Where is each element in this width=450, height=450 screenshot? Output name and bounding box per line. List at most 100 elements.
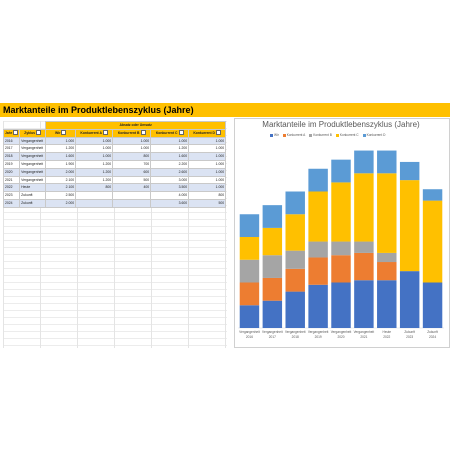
table-cell[interactable]: 2.000 [45, 198, 77, 208]
column-header[interactable]: Wir [45, 128, 77, 138]
table-cell[interactable]: 2.600 [150, 167, 190, 177]
bar-segment[interactable] [354, 280, 374, 328]
bar-segment[interactable] [285, 291, 305, 328]
table-cell[interactable]: 1.000 [45, 136, 77, 146]
column-header[interactable]: Konkurrent B [112, 128, 152, 138]
table-cell[interactable]: 2019 [2, 159, 21, 169]
bar-segment[interactable] [399, 161, 420, 181]
bar-segment[interactable] [331, 182, 351, 242]
table-cell[interactable]: 800 [188, 191, 227, 200]
table-cell[interactable]: 1.600 [45, 152, 77, 161]
bar-segment[interactable] [354, 252, 374, 281]
bar-segment[interactable] [399, 271, 420, 329]
table-cell[interactable]: 800 [112, 152, 152, 161]
table-cell[interactable]: 1.000 [112, 144, 152, 154]
column-header[interactable]: Zyklus [19, 128, 47, 138]
table-cell[interactable]: 2.500 [45, 191, 77, 200]
table-cell[interactable]: 1.000 [188, 159, 227, 169]
table-cell[interactable]: 1.000 [188, 144, 227, 154]
table-cell[interactable]: Heute [19, 183, 47, 193]
table-cell[interactable]: 2016 [2, 136, 21, 146]
table-cell[interactable] [75, 191, 114, 200]
bar-segment[interactable] [308, 191, 328, 242]
table-cell[interactable]: 1.000 [75, 152, 114, 161]
bar-segment[interactable] [377, 280, 397, 328]
table-cell[interactable]: 2020 [2, 167, 21, 177]
table-cell[interactable]: 1.000 [188, 175, 227, 185]
table-cell[interactable]: 2017 [2, 144, 21, 154]
bar-segment[interactable] [331, 159, 351, 183]
table-cell[interactable]: 1.000 [112, 136, 152, 146]
bar-segment[interactable] [377, 262, 397, 281]
bar-segment[interactable] [262, 227, 283, 256]
table-cell[interactable]: 1.200 [75, 159, 114, 169]
bar-segment[interactable] [331, 255, 351, 283]
column-header[interactable]: Jahr [2, 128, 21, 138]
table-cell[interactable]: 3.600 [150, 198, 190, 208]
bar-segment[interactable] [377, 173, 397, 253]
filter-dropdown-icon[interactable] [102, 130, 108, 136]
column-header[interactable]: Konkurrent C [150, 128, 190, 138]
table-cell[interactable]: 1.000 [188, 136, 227, 146]
table-cell[interactable]: Vergangenheit [19, 144, 47, 154]
table-cell[interactable]: 3.000 [150, 175, 190, 185]
table-cell[interactable]: 1.000 [75, 144, 114, 154]
filter-dropdown-icon[interactable] [36, 130, 42, 136]
table-cell[interactable]: Vergangenheit [19, 167, 47, 177]
bar-segment[interactable] [262, 205, 283, 228]
bar-segment[interactable] [262, 300, 283, 328]
bar-segment[interactable] [354, 173, 374, 242]
table-cell[interactable]: 1.200 [75, 175, 114, 185]
column-header[interactable]: Konkurrent D [188, 128, 227, 138]
table-cell[interactable]: 700 [112, 159, 152, 169]
table-cell[interactable]: Vergangenheit [19, 159, 47, 169]
bar-segment[interactable] [285, 214, 305, 251]
bar-segment[interactable] [308, 241, 328, 258]
bar-segment[interactable] [331, 241, 351, 256]
bar-segment[interactable] [377, 252, 397, 263]
bar-segment[interactable] [331, 282, 351, 329]
bar-segment[interactable] [308, 257, 328, 285]
table-cell[interactable]: Vergangenheit [19, 152, 47, 161]
filter-dropdown-icon[interactable] [216, 130, 221, 136]
table-cell[interactable]: 2018 [2, 152, 21, 161]
table-cell[interactable]: Vergangenheit [19, 136, 47, 146]
bar-segment[interactable] [354, 241, 374, 253]
bar-segment[interactable] [308, 168, 328, 192]
bar-segment[interactable] [422, 282, 443, 329]
bar-segment[interactable] [239, 214, 260, 237]
bar-segment[interactable] [377, 150, 397, 174]
table-cell[interactable]: 600 [112, 167, 152, 177]
table-cell[interactable]: 1.600 [150, 152, 190, 161]
table-cell[interactable]: 500 [188, 198, 227, 208]
table-cell[interactable]: 1.000 [75, 136, 114, 146]
table-cell[interactable]: 1.000 [188, 167, 227, 177]
filter-dropdown-icon[interactable] [140, 130, 146, 136]
bar-segment[interactable] [285, 250, 305, 269]
table-cell[interactable]: Zukunft [19, 191, 47, 200]
bar-segment[interactable] [422, 189, 443, 201]
bar-segment[interactable] [308, 284, 328, 329]
bar-segment[interactable] [285, 268, 305, 292]
table-cell[interactable]: 2023 [2, 191, 21, 200]
table-cell[interactable]: 3.500 [150, 183, 190, 193]
table-cell[interactable]: 4.000 [150, 191, 190, 200]
filter-dropdown-icon[interactable] [61, 130, 67, 136]
table-cell[interactable]: 2022 [2, 183, 21, 193]
bar-segment[interactable] [239, 282, 260, 306]
table-cell[interactable]: 2.100 [45, 183, 77, 193]
table-cell[interactable]: 2.200 [150, 159, 190, 169]
table-cell[interactable]: 2024 [2, 198, 21, 208]
table-cell[interactable]: 1.000 [188, 152, 227, 161]
table-cell[interactable]: Zukunft [19, 198, 47, 208]
table-cell[interactable]: 400 [112, 183, 152, 193]
table-cell[interactable]: 1.900 [45, 159, 77, 169]
table-cell[interactable]: Vergangenheit [19, 175, 47, 185]
bar-segment[interactable] [262, 255, 283, 278]
table-cell[interactable]: 800 [75, 183, 114, 193]
table-cell[interactable]: 1.200 [45, 144, 77, 154]
table-cell[interactable] [75, 198, 114, 208]
table-cell[interactable] [112, 198, 152, 208]
bar-segment[interactable] [239, 237, 260, 260]
filter-dropdown-icon[interactable] [178, 130, 184, 136]
